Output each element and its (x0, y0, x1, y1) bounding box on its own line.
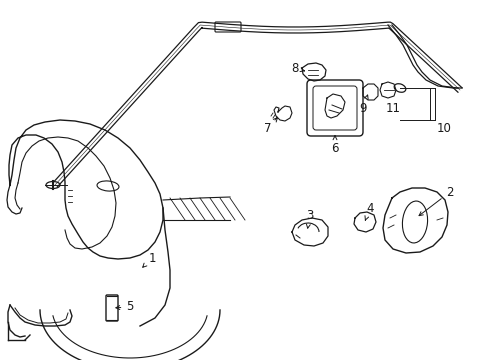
FancyBboxPatch shape (106, 295, 118, 321)
Text: 3: 3 (305, 208, 313, 228)
Ellipse shape (393, 84, 405, 92)
Text: 11: 11 (385, 102, 400, 114)
Text: 4: 4 (364, 202, 373, 220)
FancyBboxPatch shape (306, 80, 362, 136)
Text: 1: 1 (142, 252, 156, 267)
FancyBboxPatch shape (215, 22, 241, 32)
Ellipse shape (46, 181, 60, 189)
Text: 7: 7 (264, 118, 277, 135)
Text: 6: 6 (330, 136, 338, 154)
Text: 9: 9 (359, 95, 367, 114)
Text: 8: 8 (291, 62, 304, 75)
Text: 10: 10 (436, 122, 451, 135)
Text: 5: 5 (116, 301, 133, 314)
Text: 2: 2 (418, 185, 453, 216)
